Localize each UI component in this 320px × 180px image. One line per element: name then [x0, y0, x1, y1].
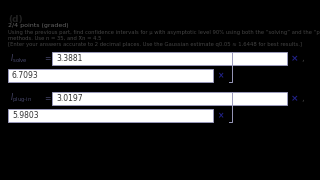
Text: Using the previous part, find confidence intervals for μ with asymptotic level 9: Using the previous part, find confidence…: [8, 30, 320, 35]
Text: 3.0197: 3.0197: [56, 94, 83, 103]
Bar: [52, 52, 287, 65]
Text: ×: ×: [291, 94, 299, 103]
Text: [Enter your answers accurate to 2 decimal places. Use the Gaussian estimate q0.0: [Enter your answers accurate to 2 decima…: [8, 42, 302, 47]
Text: 6.7093: 6.7093: [12, 71, 39, 80]
Text: ,: ,: [301, 94, 304, 103]
Text: $I_{\rm solve}$: $I_{\rm solve}$: [10, 52, 28, 65]
Text: ×: ×: [291, 54, 299, 63]
Text: $I_{\rm plug\text{-}in}$: $I_{\rm plug\text{-}in}$: [10, 92, 32, 105]
Text: ×: ×: [217, 111, 223, 120]
Text: 3.3881: 3.3881: [56, 54, 82, 63]
Text: (d): (d): [8, 15, 23, 24]
Bar: [52, 92, 287, 105]
Text: ,: ,: [301, 54, 304, 63]
Bar: [8, 69, 213, 82]
Text: =: =: [44, 54, 50, 63]
Text: ×: ×: [217, 71, 223, 80]
Text: 2/4 points (graded): 2/4 points (graded): [8, 23, 68, 28]
Text: =: =: [44, 94, 50, 103]
Text: methods. Use n = 35, and X̅n = 4.5: methods. Use n = 35, and X̅n = 4.5: [8, 36, 101, 41]
Text: 5.9803: 5.9803: [12, 111, 39, 120]
Bar: [8, 109, 213, 122]
